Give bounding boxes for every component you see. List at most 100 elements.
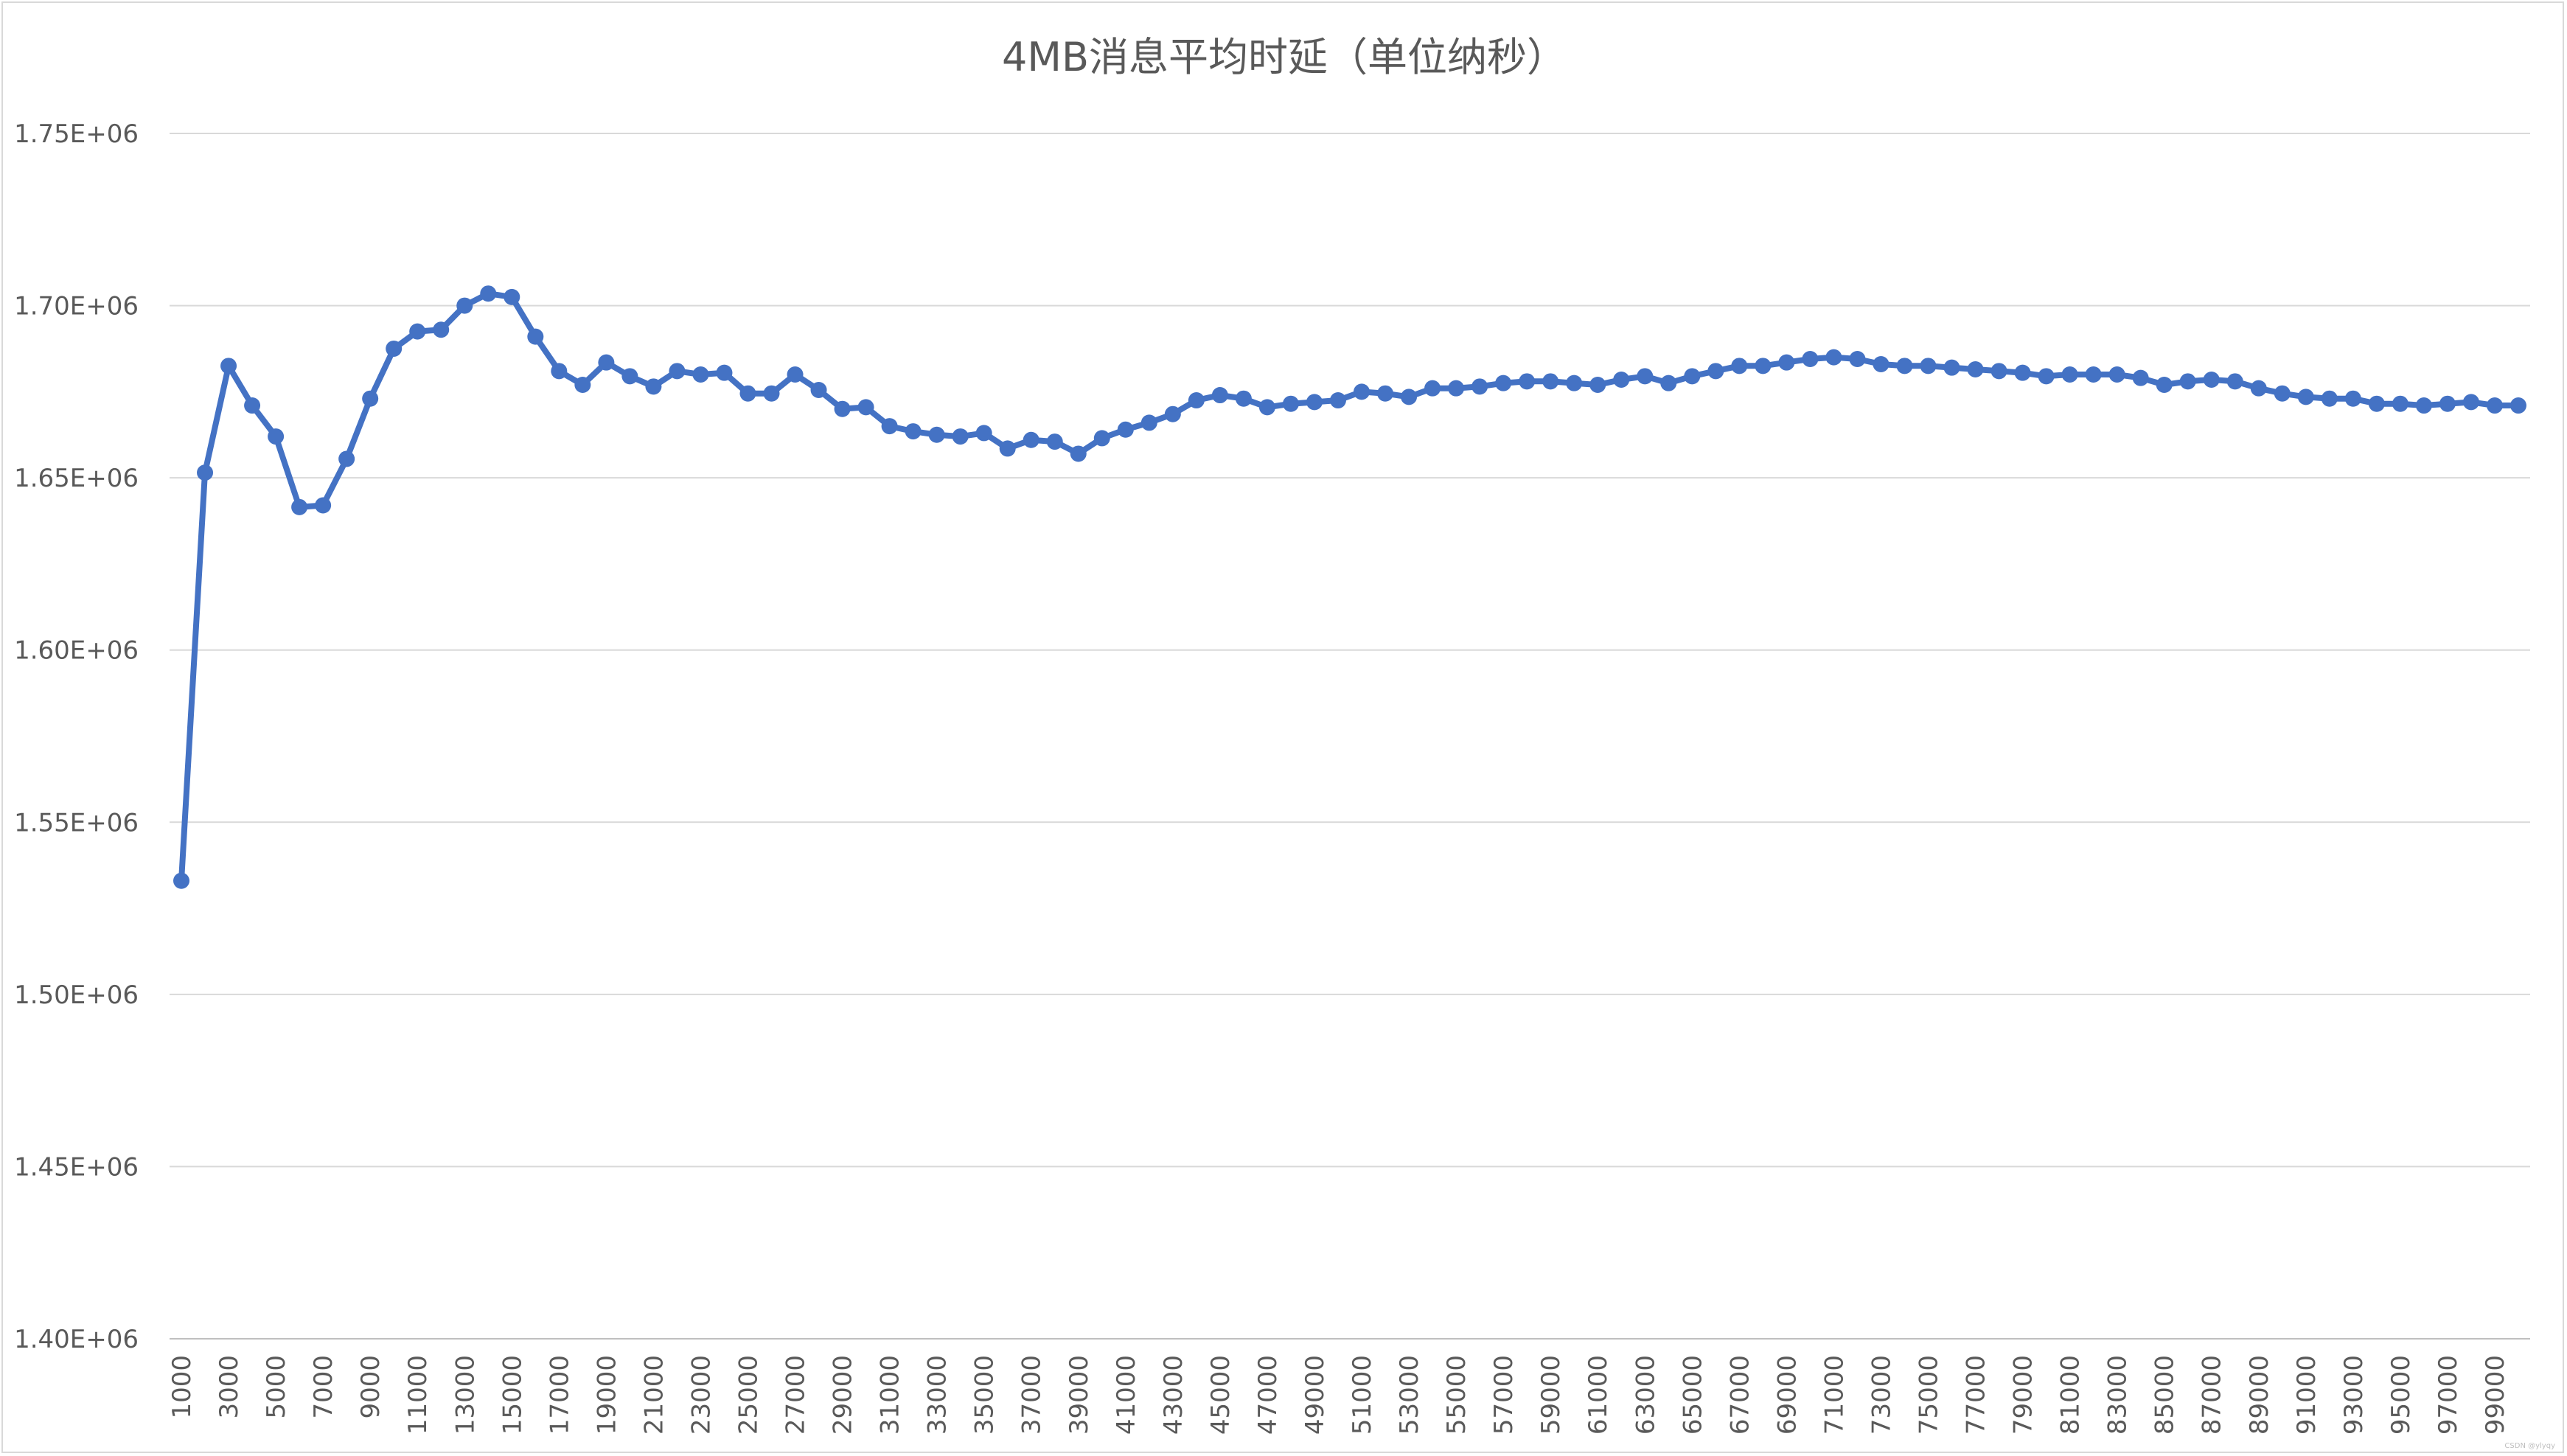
data-point bbox=[551, 363, 568, 380]
data-point bbox=[2392, 395, 2408, 412]
x-tick-label: 99000 bbox=[2481, 1355, 2510, 1435]
data-point bbox=[2462, 394, 2479, 411]
data-point bbox=[2061, 366, 2078, 383]
data-point bbox=[2250, 380, 2267, 397]
gridlines bbox=[170, 133, 2530, 1168]
data-point bbox=[1873, 355, 1889, 372]
data-point bbox=[220, 358, 237, 375]
x-tick-label: 1000 bbox=[167, 1355, 197, 1419]
data-point bbox=[2297, 389, 2314, 405]
data-point bbox=[1023, 431, 1039, 448]
data-point bbox=[1566, 375, 1583, 391]
data-point bbox=[362, 390, 379, 407]
data-point bbox=[2014, 364, 2031, 381]
data-point bbox=[386, 340, 403, 357]
data-point bbox=[2486, 397, 2503, 414]
data-point bbox=[2344, 390, 2361, 407]
x-tick-label: 73000 bbox=[1867, 1355, 1896, 1435]
data-point bbox=[1471, 378, 1488, 395]
data-point bbox=[1990, 363, 2007, 380]
data-point bbox=[2439, 395, 2456, 412]
y-tick-label: 1.55E+06 bbox=[14, 808, 139, 837]
x-tick-label: 93000 bbox=[2339, 1355, 2369, 1435]
data-point bbox=[2179, 373, 2196, 390]
data-point bbox=[2226, 373, 2243, 390]
x-tick-label: 7000 bbox=[309, 1355, 338, 1419]
data-point bbox=[2085, 366, 2102, 383]
x-tick-label: 57000 bbox=[1489, 1355, 1519, 1435]
y-tick-label: 1.40E+06 bbox=[14, 1325, 139, 1354]
data-point bbox=[1401, 389, 1418, 405]
data-point bbox=[881, 418, 898, 435]
y-tick-label: 1.65E+06 bbox=[14, 464, 139, 493]
y-axis-tick-labels: 1.40E+06 1.45E+06 1.50E+06 1.55E+06 1.60E+06… bbox=[14, 119, 139, 1354]
data-point bbox=[433, 321, 450, 338]
data-point bbox=[1258, 399, 1275, 416]
data-point bbox=[1707, 363, 1724, 380]
data-point bbox=[999, 440, 1016, 457]
x-tick-label: 29000 bbox=[829, 1355, 858, 1435]
data-point bbox=[1188, 392, 1205, 409]
x-tick-label: 33000 bbox=[923, 1355, 952, 1435]
x-tick-label: 85000 bbox=[2150, 1355, 2180, 1435]
data-point bbox=[810, 382, 827, 399]
data-point bbox=[1377, 385, 1394, 402]
data-point bbox=[739, 385, 756, 402]
data-point bbox=[2203, 372, 2220, 389]
x-tick-label: 65000 bbox=[1678, 1355, 1707, 1435]
series-line bbox=[178, 290, 2521, 884]
x-tick-label: 15000 bbox=[498, 1355, 527, 1435]
data-point bbox=[1920, 358, 1937, 375]
x-tick-label: 21000 bbox=[639, 1355, 669, 1435]
x-tick-label: 81000 bbox=[2056, 1355, 2086, 1435]
data-series bbox=[173, 285, 2526, 889]
data-point bbox=[2415, 397, 2432, 414]
x-tick-label: 17000 bbox=[545, 1355, 574, 1435]
data-point bbox=[480, 285, 497, 302]
x-tick-label: 39000 bbox=[1065, 1355, 1094, 1435]
data-point bbox=[1448, 380, 1465, 397]
data-point bbox=[338, 450, 355, 467]
data-point bbox=[1802, 350, 1819, 367]
data-point bbox=[173, 872, 190, 889]
x-tick-label: 71000 bbox=[1819, 1355, 1849, 1435]
x-tick-label: 79000 bbox=[2009, 1355, 2038, 1435]
x-tick-label: 31000 bbox=[876, 1355, 905, 1435]
data-point bbox=[975, 425, 992, 442]
data-point bbox=[2321, 390, 2338, 407]
x-tick-label: 97000 bbox=[2434, 1355, 2463, 1435]
data-point bbox=[716, 364, 733, 381]
data-point bbox=[834, 400, 851, 417]
data-point bbox=[1967, 360, 1984, 377]
data-point bbox=[1660, 375, 1677, 391]
data-point bbox=[1306, 394, 1323, 411]
line-chart: 4MB消息平均时延（单位纳秒） 1.40E+06 1.45E+06 1.50E+06… bbox=[14, 34, 2555, 1450]
data-point bbox=[1329, 392, 1346, 409]
data-point bbox=[1211, 387, 1228, 404]
data-point bbox=[928, 426, 945, 443]
x-tick-label: 67000 bbox=[1725, 1355, 1755, 1435]
data-point bbox=[1542, 373, 1559, 390]
data-point bbox=[1519, 373, 1536, 390]
data-point bbox=[1849, 350, 1866, 367]
data-point bbox=[1684, 368, 1701, 385]
data-point bbox=[598, 354, 615, 371]
data-point bbox=[2156, 377, 2173, 394]
data-point bbox=[952, 428, 969, 445]
data-point bbox=[763, 385, 780, 402]
data-point bbox=[1896, 358, 1913, 375]
y-tick-label: 1.60E+06 bbox=[14, 636, 139, 666]
x-tick-label: 83000 bbox=[2103, 1355, 2133, 1435]
data-point bbox=[1164, 405, 1181, 422]
data-point bbox=[1070, 445, 1087, 462]
data-point bbox=[574, 377, 591, 394]
x-tick-label: 95000 bbox=[2386, 1355, 2416, 1435]
data-point bbox=[456, 297, 473, 314]
data-point bbox=[244, 397, 261, 414]
data-point bbox=[315, 497, 332, 514]
data-point bbox=[1235, 390, 1252, 407]
chart-title: 4MB消息平均时延（单位纳秒） bbox=[1002, 34, 1567, 80]
data-point bbox=[905, 423, 922, 440]
data-point bbox=[787, 366, 804, 383]
